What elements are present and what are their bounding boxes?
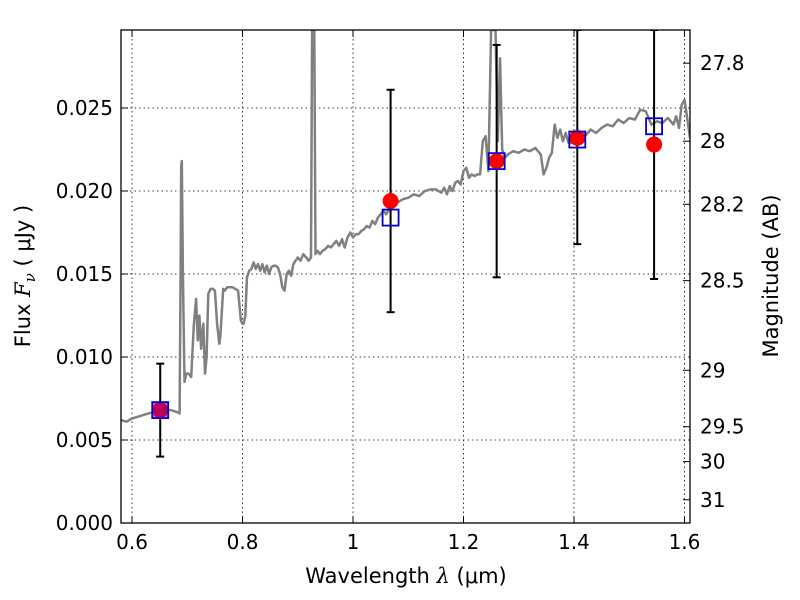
x-axis-label: Wavelength λ (μm) (305, 564, 506, 588)
x-tick-label: 1 (347, 530, 360, 554)
model-square (151, 401, 170, 420)
y2-tick-label: 29 (700, 358, 725, 382)
x-tick-label: 1.2 (448, 530, 480, 554)
y2-tick-label: 30 (700, 450, 725, 474)
x-axis-ticks: 0.6 0.8 1 1.2 1.4 1.6 (116, 30, 700, 554)
x-axis-label-symbol: λ (436, 564, 450, 588)
y2-tick-label: 29.5 (700, 415, 745, 439)
y-tick-label: 0.005 (56, 428, 113, 452)
y-axis-label: Flux Fν ( μJy ) (11, 205, 39, 347)
x-tick-label: 0.6 (116, 530, 148, 554)
y-axis-label-unit: ( μJy ) (11, 205, 35, 267)
observed-point (382, 192, 399, 209)
x-tick-label: 1.4 (558, 530, 590, 554)
y-axis-ticks: 0.000 0.005 0.010 0.015 0.020 0.025 (56, 96, 128, 535)
observed-point (646, 136, 663, 153)
x-tick-label: 1.6 (669, 530, 701, 554)
observed-point (569, 129, 586, 146)
error-bars (156, 30, 659, 458)
y2-tick-label: 28.2 (700, 192, 745, 216)
y-tick-label: 0.000 (56, 511, 113, 535)
y-axis-label-symbol: F (11, 281, 35, 298)
observed-point (488, 153, 505, 170)
y2-tick-label: 28 (700, 129, 725, 153)
y2-axis-label: Magnitude (AB) (759, 194, 783, 357)
y2-tick-label: 27.8 (700, 51, 745, 75)
y-tick-label: 0.010 (56, 345, 113, 369)
plot-frame (120, 29, 691, 524)
model-square (381, 208, 400, 227)
y-tick-label: 0.025 (56, 96, 113, 120)
grid-lines (121, 30, 690, 523)
y-axis-label-subscript: ν (21, 273, 39, 282)
x-axis-label-unit: (μm) (457, 564, 507, 588)
x-tick-label: 0.8 (227, 530, 259, 554)
y-axis-label-text: Flux (11, 304, 35, 348)
y2-tick-label: 28.5 (700, 269, 745, 293)
y2-tick-label: 31 (700, 488, 725, 512)
model-square (487, 152, 506, 171)
model-sed-line (121, 30, 690, 423)
y-tick-label: 0.015 (56, 262, 113, 286)
model-square (568, 130, 587, 149)
y2-axis-ticks: 27.8 28 28.2 28.5 29 29.5 30 31 (683, 51, 745, 512)
model-square (645, 117, 663, 136)
model-squares (151, 117, 663, 420)
x-axis-label-text: Wavelength (305, 564, 430, 588)
y-tick-label: 0.020 (56, 179, 113, 203)
